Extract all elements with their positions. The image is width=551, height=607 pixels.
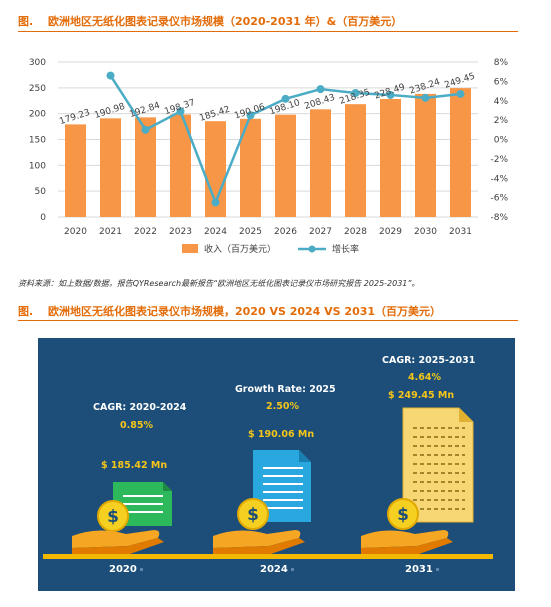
growth-point xyxy=(386,90,395,99)
y-tick-label: 150 xyxy=(29,136,46,146)
year-label-2020: 2020 xyxy=(109,564,143,575)
x-tick-label: 2024 xyxy=(204,227,227,237)
value-2024: $ 190.06 Mn xyxy=(248,429,315,440)
cagr-2025-2031-rate: 4.64% xyxy=(408,372,441,383)
figure1-title-text: 欧洲地区无纸化图表记录仪市场规模（2020-2031 年）&（百万美元） xyxy=(48,15,403,28)
x-tick-label: 2028 xyxy=(344,227,367,237)
x-tick-label: 2030 xyxy=(414,227,437,237)
bar xyxy=(450,88,471,218)
growth-point xyxy=(106,71,115,80)
bar xyxy=(135,117,156,217)
x-tick-label: 2023 xyxy=(169,227,192,237)
bar-value-label: 208.43 xyxy=(303,93,336,112)
y2-tick-label: 2% xyxy=(494,116,509,126)
bar xyxy=(415,93,436,217)
cagr-2025-2031-label: CAGR: 2025-2031 xyxy=(382,355,476,366)
bar-value-label: 238.24 xyxy=(408,77,441,96)
x-tick-label: 2027 xyxy=(309,227,332,237)
market-size-infographic: CAGR: 2020-2024 0.85% $ 185.42 Mn Growth… xyxy=(38,338,515,591)
svg-text:$: $ xyxy=(247,505,259,525)
growth-point xyxy=(281,94,290,103)
figure1-title: 图. 欧洲地区无纸化图表记录仪市场规模（2020-2031 年）&（百万美元） xyxy=(18,13,402,29)
bar-value-label: 179.23 xyxy=(58,108,91,127)
growth-point xyxy=(456,89,465,98)
bar xyxy=(310,109,331,217)
y-tick-label: 0 xyxy=(40,213,46,223)
money-document-icon: $ xyxy=(361,407,474,554)
money-document-icon: $ xyxy=(72,482,172,554)
x-tick-label: 2029 xyxy=(379,227,402,237)
title-rule xyxy=(18,31,518,32)
x-tick-label: 2021 xyxy=(99,227,122,237)
figure2-title: 图. 欧洲地区无纸化图表记录仪市场规模，2020 VS 2024 VS 2031（… xyxy=(18,303,441,319)
bar xyxy=(100,118,121,217)
growth-point xyxy=(421,93,430,102)
y2-tick-label: 8% xyxy=(494,58,509,68)
growth-point xyxy=(176,107,185,116)
svg-text:$: $ xyxy=(107,507,119,527)
y2-tick-label: -6% xyxy=(490,194,508,204)
x-tick-label: 2025 xyxy=(239,227,262,237)
y2-tick-label: -8% xyxy=(490,213,508,223)
bar-value-label: 192.84 xyxy=(128,101,161,120)
source-note: 资料来源：如上数据/数据，报告QYResearch最新报告“欧洲地区无纸化图表记… xyxy=(18,279,420,288)
cagr-2020-2024-rate: 0.85% xyxy=(120,420,153,431)
bar-value-label: 185.42 xyxy=(198,105,231,124)
year-label-2024: 2024 xyxy=(260,564,294,575)
y2-tick-label: 0% xyxy=(494,136,509,146)
growth-rate-2025: 2.50% xyxy=(266,401,299,412)
bar xyxy=(240,118,261,217)
legend-swatch-growth-point xyxy=(308,245,316,253)
y-tick-label: 300 xyxy=(29,58,46,68)
x-tick-label: 2031 xyxy=(449,227,472,237)
bar xyxy=(275,114,296,217)
x-tick-label: 2022 xyxy=(134,227,157,237)
legend-growth: 增长率 xyxy=(332,243,359,255)
value-2031: $ 249.45 Mn xyxy=(388,390,455,401)
y2-tick-label: 4% xyxy=(494,97,509,107)
y2-tick-label: 6% xyxy=(494,77,509,87)
svg-text:$: $ xyxy=(397,505,409,525)
value-2020: $ 185.42 Mn xyxy=(101,460,168,471)
revenue-growth-chart: 0 50 100 150 200 250 300 8% 6% 4% 2% 0% -2% -4% -6% -8%… xyxy=(29,58,509,255)
figure1-label: 图. xyxy=(18,15,34,28)
bar xyxy=(345,104,366,217)
bar xyxy=(205,121,226,217)
bar-value-label: 190.98 xyxy=(93,102,126,121)
y-tick-label: 250 xyxy=(29,84,46,94)
bar xyxy=(380,98,401,217)
growth-point xyxy=(351,89,360,97)
legend-swatch-revenue xyxy=(182,244,198,253)
x-tick-label: 2026 xyxy=(274,227,297,237)
legend-revenue: 收入（百万美元） xyxy=(204,243,276,255)
bar xyxy=(65,124,86,217)
growth-point xyxy=(316,85,325,94)
timeline-bar xyxy=(43,554,493,559)
money-document-icon: $ xyxy=(213,450,311,554)
y-tick-label: 100 xyxy=(29,161,46,171)
year-label-2031: 2031 xyxy=(405,564,439,575)
growth-point xyxy=(246,111,255,120)
cagr-2020-2024-label: CAGR: 2020-2024 xyxy=(93,402,187,413)
y2-tick-label: -2% xyxy=(490,155,508,165)
title-rule xyxy=(18,320,518,321)
x-tick-label: 2020 xyxy=(64,227,87,237)
y-tick-label: 50 xyxy=(35,187,47,197)
bar xyxy=(170,114,191,217)
growth-rate-2025-label: Growth Rate: 2025 xyxy=(235,384,336,395)
figure2-title-text: 欧洲地区无纸化图表记录仪市场规模，2020 VS 2024 VS 2031（百万… xyxy=(48,305,442,318)
growth-point xyxy=(211,198,220,207)
figure2-label: 图. xyxy=(18,305,34,318)
y2-tick-label: -4% xyxy=(490,174,508,184)
growth-point xyxy=(141,125,150,134)
y-tick-label: 200 xyxy=(29,110,46,120)
